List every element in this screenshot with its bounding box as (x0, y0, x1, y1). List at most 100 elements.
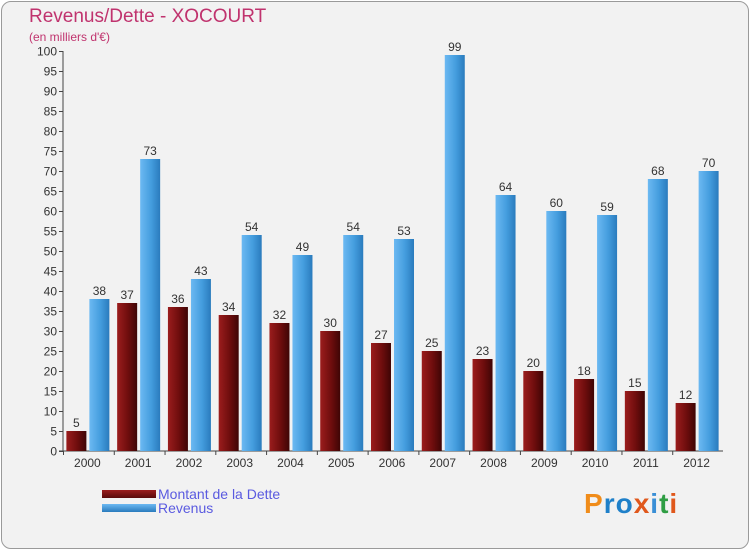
y-tick-label: 95 (44, 65, 58, 79)
logo-letter: i (669, 488, 679, 519)
data-label-dette: 37 (120, 288, 134, 302)
bar-dette (218, 315, 239, 451)
bar-dette (371, 343, 391, 451)
x-tick-label: 2004 (277, 456, 304, 470)
data-label-dette: 32 (273, 308, 287, 322)
bar-revenus (89, 299, 110, 451)
bar-dette (675, 403, 696, 451)
x-tick-label: 2003 (226, 456, 253, 470)
bar-dette (320, 331, 341, 451)
data-label-revenus: 60 (550, 196, 564, 210)
y-tick-label: 100 (37, 45, 57, 59)
bar-revenus (241, 235, 262, 451)
y-tick-label: 85 (44, 105, 58, 119)
data-label-revenus: 59 (600, 200, 614, 214)
data-label-revenus: 73 (143, 144, 157, 158)
data-label-revenus: 68 (651, 164, 665, 178)
y-tick-label: 10 (44, 405, 58, 419)
y-tick-label: 40 (44, 285, 58, 299)
chart-legend: Montant de la Dette Revenus (102, 487, 280, 515)
data-label-revenus: 64 (499, 180, 513, 194)
data-label-revenus: 70 (702, 156, 716, 170)
data-label-dette: 18 (577, 364, 591, 378)
data-label-revenus: 54 (245, 220, 259, 234)
y-tick-label: 60 (44, 205, 58, 219)
bar-revenus (190, 279, 211, 451)
legend-swatch-revenus (102, 504, 156, 512)
data-label-revenus: 53 (397, 224, 411, 238)
x-tick-label: 2008 (480, 456, 507, 470)
x-tick-label: 2006 (379, 456, 406, 470)
bar-dette (523, 371, 544, 451)
data-label-dette: 34 (222, 300, 236, 314)
chart-labels: 5 38 37 73 36 43 34 54 32 49 30 54 27 53 25 99 23 64 20 60 1… (73, 40, 716, 430)
bar-dette (66, 431, 87, 451)
bar-revenus (292, 255, 313, 451)
data-label-revenus: 43 (194, 264, 208, 278)
legend-label-revenus: Revenus (158, 500, 214, 516)
x-tick-label: 2011 (633, 456, 659, 470)
chart-subtitle: (en milliers d'€) (29, 30, 110, 44)
bar-dette (421, 351, 442, 451)
x-tick-label: 2007 (429, 456, 456, 470)
logo-letter: P (584, 488, 604, 519)
bar-dette (117, 303, 138, 451)
data-label-dette: 23 (476, 344, 490, 358)
legend-swatch-dette (102, 490, 156, 498)
y-tick-label: 25 (44, 345, 58, 359)
y-tick-label: 20 (44, 365, 58, 379)
bar-revenus (343, 235, 364, 451)
y-tick-label: 90 (44, 85, 58, 99)
data-label-dette: 30 (324, 316, 338, 330)
y-tick-label: 80 (44, 125, 58, 139)
data-label-dette: 12 (679, 388, 693, 402)
proxiti-logo: Proxiti (584, 488, 678, 520)
bar-revenus (597, 215, 618, 451)
data-label-revenus: 38 (93, 284, 107, 298)
x-tick-label: 2012 (683, 456, 710, 470)
bar-revenus (698, 171, 719, 451)
bar-revenus (647, 179, 668, 451)
bar-dette (472, 359, 493, 451)
bar-dette (574, 379, 595, 451)
y-tick-label: 55 (44, 225, 58, 239)
bar-revenus (546, 211, 567, 451)
data-label-dette: 25 (425, 336, 439, 350)
bar-revenus (394, 239, 414, 451)
bar-revenus (444, 55, 465, 451)
y-tick-label: 50 (44, 245, 58, 259)
y-tick-label: 30 (44, 325, 58, 339)
data-label-dette: 5 (73, 416, 80, 430)
data-label-dette: 20 (527, 356, 541, 370)
logo-letter: t (659, 488, 670, 519)
y-tick-label: 5 (50, 425, 57, 439)
x-tick-label: 2005 (328, 456, 355, 470)
chart-bars (66, 55, 719, 451)
bar-dette (269, 323, 290, 451)
y-tick-label: 75 (44, 145, 58, 159)
bar-revenus (140, 159, 161, 451)
bar-dette (624, 391, 645, 451)
data-label-revenus: 54 (347, 220, 361, 234)
bar-revenus (495, 195, 516, 451)
x-tick-label: 2010 (582, 456, 609, 470)
y-tick-label: 70 (44, 165, 58, 179)
data-label-dette: 15 (628, 376, 642, 390)
data-label-dette: 36 (171, 292, 185, 306)
x-tick-label: 2000 (74, 456, 101, 470)
y-tick-label: 15 (44, 385, 58, 399)
logo-letter: i (650, 488, 660, 519)
bar-dette (167, 307, 188, 451)
legend-item-revenus: Revenus (102, 501, 280, 515)
y-tick-label: 45 (44, 265, 58, 279)
data-label-revenus: 49 (296, 240, 310, 254)
x-tick-label: 2002 (176, 456, 203, 470)
data-label-dette: 27 (374, 328, 388, 342)
data-label-revenus: 99 (448, 40, 462, 54)
logo-letter: x (633, 488, 651, 519)
logo-letter: o (615, 488, 634, 519)
y-tick-label: 0 (50, 445, 57, 459)
x-tick-label: 2001 (125, 456, 152, 470)
